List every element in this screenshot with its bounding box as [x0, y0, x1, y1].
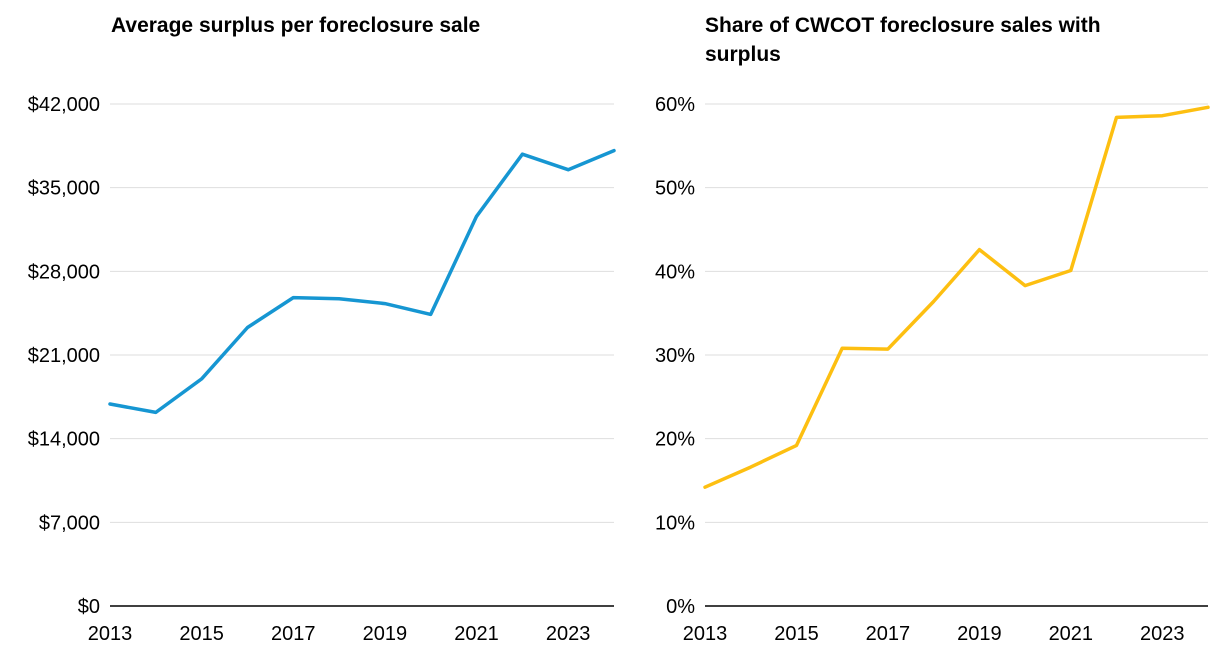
- chart-panel-average-surplus: Average surplus per foreclosure sale $0 $…: [28, 14, 616, 645]
- chart-title: Share of CWCOT foreclosure sales with su…: [705, 14, 1101, 66]
- y-tick-label: 40%: [655, 261, 695, 283]
- series-line: [108, 148, 616, 415]
- y-tick-label: 10%: [655, 512, 695, 534]
- x-tick-label: 2015: [774, 623, 819, 645]
- y-tick-label: 0%: [666, 596, 695, 618]
- x-tick-label: 2015: [179, 623, 224, 645]
- chart-panel-share-with-surplus: Share of CWCOT foreclosure sales with su…: [620, 0, 1220, 660]
- y-tick-label: $35,000: [28, 178, 100, 200]
- line-chart-average-surplus: $0 $7,000 $14,000 $21,000 $28,000 $35,000 $42,…: [28, 94, 616, 645]
- x-tick-label: 2023: [546, 623, 591, 645]
- y-tick-label: $28,000: [28, 261, 100, 283]
- y-tick-label: $21,000: [28, 345, 100, 367]
- x-tick-label: 2017: [866, 623, 911, 645]
- x-tick-label: 2021: [454, 623, 499, 645]
- y-tick-label: 30%: [655, 345, 695, 367]
- y-tick-label: 60%: [655, 94, 695, 116]
- y-tick-label: $14,000: [28, 429, 100, 451]
- x-tick-label: 2019: [957, 623, 1002, 645]
- x-tick-label: 2013: [683, 623, 728, 645]
- y-tick-label: 50%: [655, 178, 695, 200]
- y-tick-label: $0: [78, 596, 100, 618]
- x-tick-label: 2013: [88, 623, 133, 645]
- x-tick-label: 2017: [271, 623, 316, 645]
- series-line: [703, 105, 1210, 489]
- y-tick-label: $7,000: [39, 512, 100, 534]
- x-tick-label: 2021: [1049, 623, 1094, 645]
- x-tick-label: 2019: [363, 623, 408, 645]
- y-tick-label: $42,000: [28, 94, 100, 116]
- y-tick-label: 20%: [655, 429, 695, 451]
- chart-title: Average surplus per foreclosure sale: [111, 14, 481, 37]
- x-tick-label: 2023: [1140, 623, 1185, 645]
- line-chart-share-with-surplus: 0% 10% 20% 30% 40% 50% 60% 2013 2015 2017 2019 2021…: [655, 94, 1210, 645]
